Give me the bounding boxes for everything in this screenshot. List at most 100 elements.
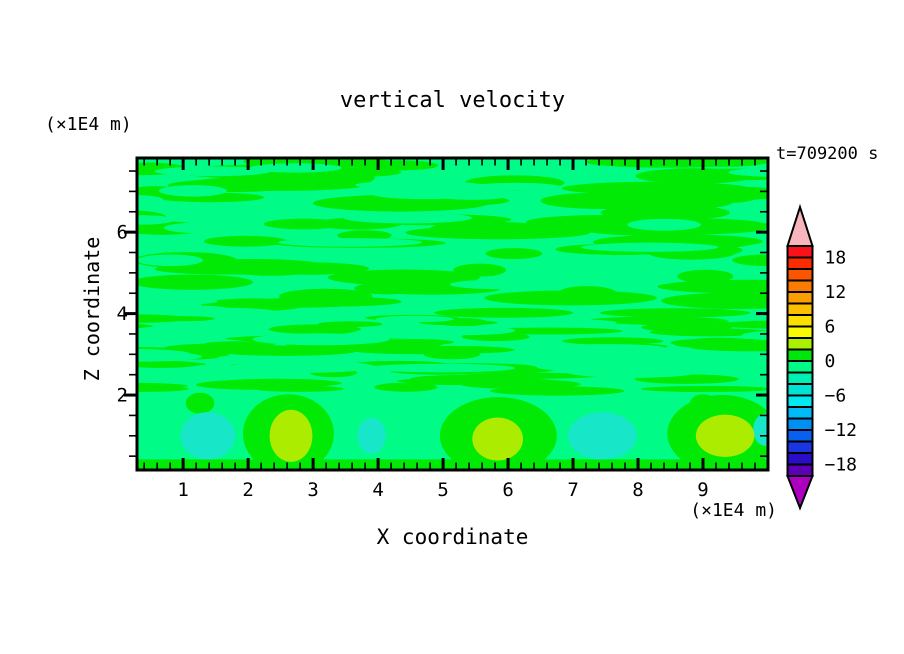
colorbar-segment <box>786 417 814 431</box>
contour-blob <box>185 392 215 414</box>
field-streak <box>159 185 227 197</box>
field-streak <box>450 279 547 290</box>
x-tick-labels: 1 2 3 4 5 6 7 8 9 <box>177 479 708 501</box>
x-tick-label: 8 <box>632 479 643 501</box>
colorbar-segment <box>786 383 814 397</box>
time-annotation: t=709200 s <box>776 144 879 164</box>
field-streak <box>229 360 376 373</box>
field-streak <box>137 274 253 290</box>
field-streak <box>430 221 548 235</box>
x-axis-ticks <box>143 159 756 469</box>
field-streak <box>154 305 230 314</box>
field-streak <box>382 345 515 354</box>
field-streak <box>484 290 657 306</box>
field-streak <box>375 315 454 323</box>
y-tick-label: 6 <box>117 222 128 244</box>
colorbar-tick-label: 6 <box>825 317 836 338</box>
field-streak <box>599 308 751 318</box>
field-streak <box>742 298 768 305</box>
field-streaks <box>137 158 768 396</box>
field-streak <box>540 192 664 210</box>
field-streak <box>581 242 719 252</box>
field-streak <box>641 322 732 333</box>
field-streak <box>137 314 193 323</box>
field-streak <box>252 333 390 346</box>
field-streak <box>678 158 768 167</box>
colorbar-segment <box>786 245 814 259</box>
y-axis-title: Z coordinate <box>80 236 104 382</box>
x-tick-label: 3 <box>307 479 318 501</box>
colorbar-segment <box>786 256 814 270</box>
field-streak <box>677 269 734 283</box>
x-axis-title: X coordinate <box>376 525 529 549</box>
colorbar-tick-label: 18 <box>825 248 847 269</box>
field-streak <box>549 344 665 352</box>
field-streak <box>212 300 359 308</box>
colorbar-segment <box>786 406 814 420</box>
y-tick-label: 4 <box>117 303 128 325</box>
x-tick-label: 5 <box>437 479 448 501</box>
colorbar-tick-label: −6 <box>825 386 847 407</box>
field-streak <box>137 296 218 306</box>
colorbar-segment <box>786 429 814 443</box>
field-streak <box>238 174 347 191</box>
field-streak <box>278 238 423 247</box>
contour-blob <box>357 417 386 454</box>
colorbar-segment <box>786 371 814 385</box>
field-streak <box>635 168 755 184</box>
x-tick-label: 2 <box>242 479 253 501</box>
field-streak <box>562 337 664 345</box>
field-streak <box>268 324 361 334</box>
field-streak <box>137 348 191 359</box>
colorbar-over-arrow <box>786 203 814 247</box>
field-streak <box>588 316 727 325</box>
colorbar-segment <box>786 463 814 477</box>
contour-blob <box>180 412 236 460</box>
x-tick-label: 1 <box>177 479 188 501</box>
colorbar-segment <box>786 268 814 282</box>
colorbar-segment <box>786 302 814 316</box>
contour-blob <box>753 413 768 446</box>
field-streak <box>204 341 276 347</box>
contour-blob <box>567 412 637 460</box>
field-streak <box>728 167 768 177</box>
field-streak <box>650 193 734 209</box>
field-streak <box>507 261 628 274</box>
field-streak <box>343 212 473 224</box>
field-streak <box>337 230 392 241</box>
field-streak <box>501 318 617 327</box>
field-streak <box>250 262 370 275</box>
field-streak <box>137 215 175 225</box>
field-streak <box>640 385 768 393</box>
field-streak <box>416 326 516 336</box>
field-streak <box>490 386 625 396</box>
field-streak <box>365 363 516 373</box>
contour-blob <box>269 409 313 462</box>
colorbar-segment <box>786 337 814 351</box>
field-streak <box>138 368 195 377</box>
field-band <box>137 459 768 470</box>
colorbar: 18 12 6 0 −6 −12 −18 <box>786 203 858 511</box>
field-streak <box>485 248 543 260</box>
field-streak <box>137 254 203 267</box>
colorbar-segment <box>786 279 814 293</box>
field-streak <box>137 361 206 367</box>
colorbar-tick-label: −12 <box>825 420 858 441</box>
field-streak <box>137 382 188 390</box>
y-tick-label: 2 <box>117 385 128 407</box>
colorbar-tick-label: −18 <box>825 455 858 476</box>
field-streak <box>137 325 223 337</box>
x-tick-label: 4 <box>372 479 383 501</box>
contour-blob <box>695 414 755 457</box>
colorbar-segment <box>786 314 814 328</box>
field-streak <box>396 377 555 385</box>
field-streak <box>137 194 164 204</box>
field-streak <box>434 307 574 318</box>
y-axis-units-label: (×1E4 m) <box>45 114 132 135</box>
contour-blob <box>472 417 524 461</box>
colorbar-segment <box>786 452 814 466</box>
field-streak <box>196 379 316 390</box>
x-tick-label: 6 <box>502 479 513 501</box>
field-streak <box>732 254 768 267</box>
